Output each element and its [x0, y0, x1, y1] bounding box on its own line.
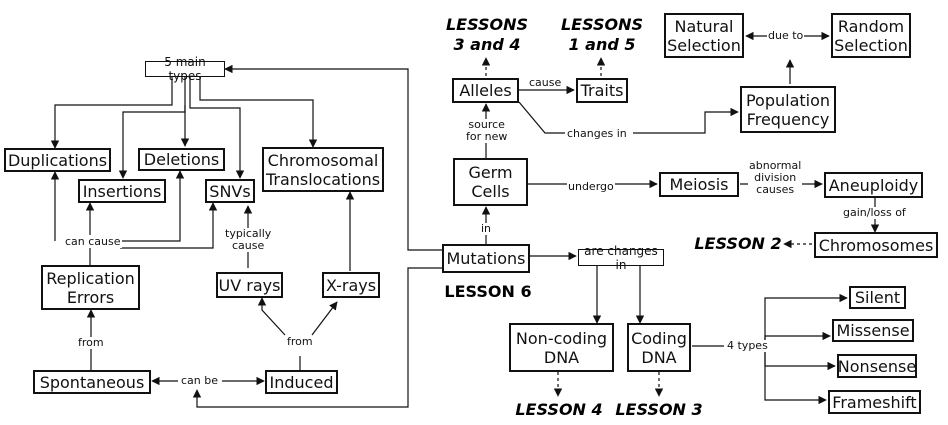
edge-from-uv [257, 297, 286, 336]
edge-alleles-changes [518, 101, 565, 134]
lesson-3-and-4: LESSONS 3 and 4 [445, 15, 529, 54]
label-undergo: undergo [567, 180, 615, 193]
lesson-4: LESSON 4 [515, 400, 603, 419]
edge-types-translocations [199, 77, 318, 148]
node-uv-rays: UV rays [216, 272, 283, 298]
edge-mutations-types [224, 64, 442, 251]
label-gain-loss-of: gain/loss of [842, 206, 907, 219]
node-random-selection: Random Selection [831, 13, 911, 58]
node-duplications: Duplications [4, 148, 111, 172]
node-chromosomes: Chromosomes [814, 232, 938, 258]
edge-can-cause-snvs [120, 202, 218, 249]
label-from-left: from [77, 336, 105, 349]
node-aneuploidy: Aneuploidy [824, 172, 923, 198]
label-can-cause: can cause [64, 235, 122, 248]
lesson-3: LESSON 3 [615, 400, 703, 419]
lesson-6: LESSON 6 [444, 282, 532, 301]
node-meiosis: Meiosis [659, 172, 739, 197]
label-from-right: from [286, 335, 314, 348]
node-mutations: Mutations [442, 244, 530, 273]
node-nonsense: Nonsense [837, 354, 917, 378]
edge-changes-popfreq [633, 107, 739, 134]
node-alleles: Alleles [452, 78, 519, 103]
label-can-be: can be [180, 374, 220, 387]
label-cause: cause [528, 76, 563, 89]
node-snvs: SNVs [205, 179, 255, 203]
node-traits: Traits [576, 78, 628, 103]
edge-types-insertions [118, 77, 186, 179]
node-non-coding-dna: Non-coding DNA [509, 323, 614, 372]
edge-4types-frameshift [764, 346, 827, 405]
edge-from-xrays [311, 301, 338, 336]
node-are-changes-in: are changes in [578, 244, 664, 272]
label-due-to: due to [767, 29, 805, 42]
node-natural-selection: Natural Selection [664, 13, 744, 58]
lesson-2: LESSON 2 [694, 234, 782, 253]
node-frameshift: Frameshift [828, 390, 921, 414]
label-changes-in: changes in [566, 127, 628, 140]
node-population-frequency: Population Frequency [740, 86, 836, 133]
label-source-for-new: source for new [465, 118, 509, 143]
node-induced: Induced [265, 370, 338, 394]
lesson-1-and-5: LESSONS 1 and 5 [560, 15, 644, 54]
label-typically-cause: typically cause [224, 227, 273, 252]
node-germ-cells: Germ Cells [453, 158, 528, 206]
node-chromosomal-translocations: Chromosomal Translocations [262, 147, 384, 192]
node-x-rays: X-rays [322, 272, 380, 298]
node-spontaneous: Spontaneous [33, 370, 151, 394]
node-insertions: Insertions [78, 179, 166, 203]
node-missense: Missense [832, 319, 914, 342]
node-silent: Silent [849, 286, 906, 309]
node-replication-errors: Replication Errors [41, 265, 140, 310]
edge-4types-nonsense [764, 346, 836, 371]
node-5-main-types: 5 main types [145, 55, 225, 83]
label-in: in [480, 222, 493, 235]
edge-can-cause-deletions [120, 170, 185, 242]
node-deletions: Deletions [138, 148, 225, 171]
edge-4types-silent [764, 293, 848, 346]
node-coding-dna: Coding DNA [627, 323, 691, 372]
edge-mutations-canbe [192, 267, 442, 408]
edge-types-duplications [50, 77, 173, 149]
edge-types-snvs [189, 77, 245, 179]
label-4-types: 4 types [726, 339, 769, 352]
label-abnormal-division-causes: abnormal division causes [748, 159, 803, 196]
edge-4types-missense [764, 331, 831, 346]
